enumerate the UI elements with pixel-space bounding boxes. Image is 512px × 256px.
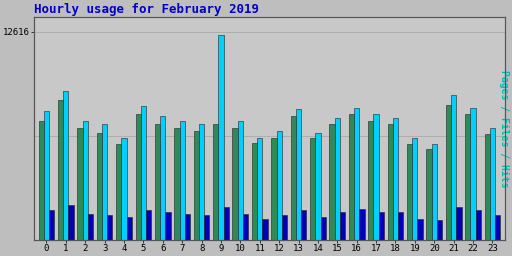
- Bar: [291, 116, 296, 240]
- Bar: [437, 220, 442, 240]
- Bar: [446, 104, 451, 240]
- Bar: [379, 212, 384, 240]
- Bar: [373, 114, 379, 240]
- Bar: [38, 121, 44, 240]
- Bar: [213, 124, 218, 240]
- Bar: [174, 128, 180, 240]
- Bar: [432, 144, 437, 240]
- Bar: [368, 121, 373, 240]
- Bar: [126, 217, 132, 240]
- Bar: [58, 100, 63, 240]
- Text: Hourly usage for February 2019: Hourly usage for February 2019: [34, 3, 259, 16]
- Bar: [451, 95, 456, 240]
- Bar: [146, 210, 151, 240]
- Bar: [97, 133, 102, 240]
- Bar: [165, 212, 170, 240]
- Bar: [310, 137, 315, 240]
- Bar: [238, 121, 243, 240]
- Bar: [77, 128, 82, 240]
- Bar: [484, 134, 490, 240]
- Bar: [393, 118, 398, 240]
- Bar: [180, 121, 185, 240]
- Bar: [495, 215, 500, 240]
- Bar: [204, 215, 209, 240]
- Bar: [88, 214, 93, 240]
- Bar: [141, 106, 146, 240]
- Bar: [232, 128, 238, 240]
- Bar: [476, 210, 481, 240]
- Bar: [121, 137, 126, 240]
- Bar: [63, 91, 69, 240]
- Bar: [252, 143, 257, 240]
- Bar: [412, 137, 417, 240]
- Bar: [354, 108, 359, 240]
- Bar: [160, 116, 165, 240]
- Bar: [257, 137, 262, 240]
- Bar: [321, 217, 326, 240]
- Bar: [340, 212, 345, 240]
- Bar: [136, 114, 141, 240]
- Bar: [471, 108, 476, 240]
- Bar: [407, 144, 412, 240]
- Bar: [456, 207, 461, 240]
- Bar: [426, 149, 432, 240]
- Bar: [107, 215, 113, 240]
- Bar: [218, 35, 224, 240]
- Bar: [417, 219, 423, 240]
- Bar: [262, 219, 268, 240]
- Bar: [282, 215, 287, 240]
- Bar: [349, 114, 354, 240]
- Bar: [155, 124, 160, 240]
- Bar: [398, 212, 403, 240]
- Bar: [388, 124, 393, 240]
- Y-axis label: Pages / Files / Hits: Pages / Files / Hits: [499, 70, 509, 187]
- Bar: [243, 214, 248, 240]
- Bar: [69, 205, 74, 240]
- Bar: [199, 124, 204, 240]
- Bar: [185, 214, 190, 240]
- Bar: [224, 207, 229, 240]
- Bar: [82, 121, 88, 240]
- Bar: [329, 124, 335, 240]
- Bar: [49, 210, 54, 240]
- Bar: [102, 124, 107, 240]
- Bar: [194, 131, 199, 240]
- Bar: [301, 210, 306, 240]
- Bar: [296, 110, 301, 240]
- Bar: [465, 114, 471, 240]
- Bar: [490, 128, 495, 240]
- Bar: [276, 131, 282, 240]
- Bar: [335, 118, 340, 240]
- Bar: [44, 111, 49, 240]
- Bar: [271, 137, 276, 240]
- Bar: [315, 133, 321, 240]
- Bar: [359, 209, 365, 240]
- Bar: [116, 144, 121, 240]
